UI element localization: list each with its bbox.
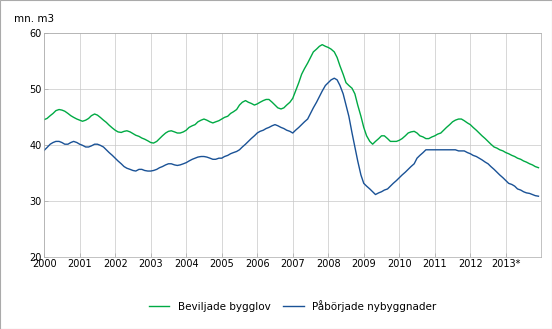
Beviljade bygglov bbox=[210, 121, 216, 125]
Påbörjade nybyggnader bbox=[334, 78, 341, 82]
Beviljade bygglov bbox=[130, 132, 136, 136]
Påbörjade nybyggnader bbox=[210, 157, 216, 161]
Line: Beviljade bygglov: Beviljade bygglov bbox=[44, 45, 538, 168]
Beviljade bygglov bbox=[334, 56, 341, 60]
Påbörjade nybyggnader bbox=[535, 194, 542, 198]
Påbörjade nybyggnader bbox=[438, 148, 444, 152]
Beviljade bygglov bbox=[438, 131, 444, 135]
Påbörjade nybyggnader bbox=[41, 148, 47, 152]
Legend: Beviljade bygglov, Påbörjade nybyggnader: Beviljade bygglov, Påbörjade nybyggnader bbox=[148, 300, 437, 312]
Beviljade bygglov bbox=[319, 43, 326, 47]
Påbörjade nybyggnader bbox=[331, 76, 338, 80]
Line: Påbörjade nybyggnader: Påbörjade nybyggnader bbox=[44, 78, 538, 196]
Beviljade bygglov bbox=[535, 166, 542, 170]
Påbörjade nybyggnader bbox=[130, 168, 136, 172]
Beviljade bygglov bbox=[325, 45, 332, 49]
Påbörjade nybyggnader bbox=[183, 161, 189, 164]
Beviljade bygglov bbox=[183, 128, 189, 132]
Påbörjade nybyggnader bbox=[322, 84, 329, 88]
Beviljade bygglov bbox=[41, 117, 47, 121]
Text: mn. m3: mn. m3 bbox=[14, 14, 55, 24]
